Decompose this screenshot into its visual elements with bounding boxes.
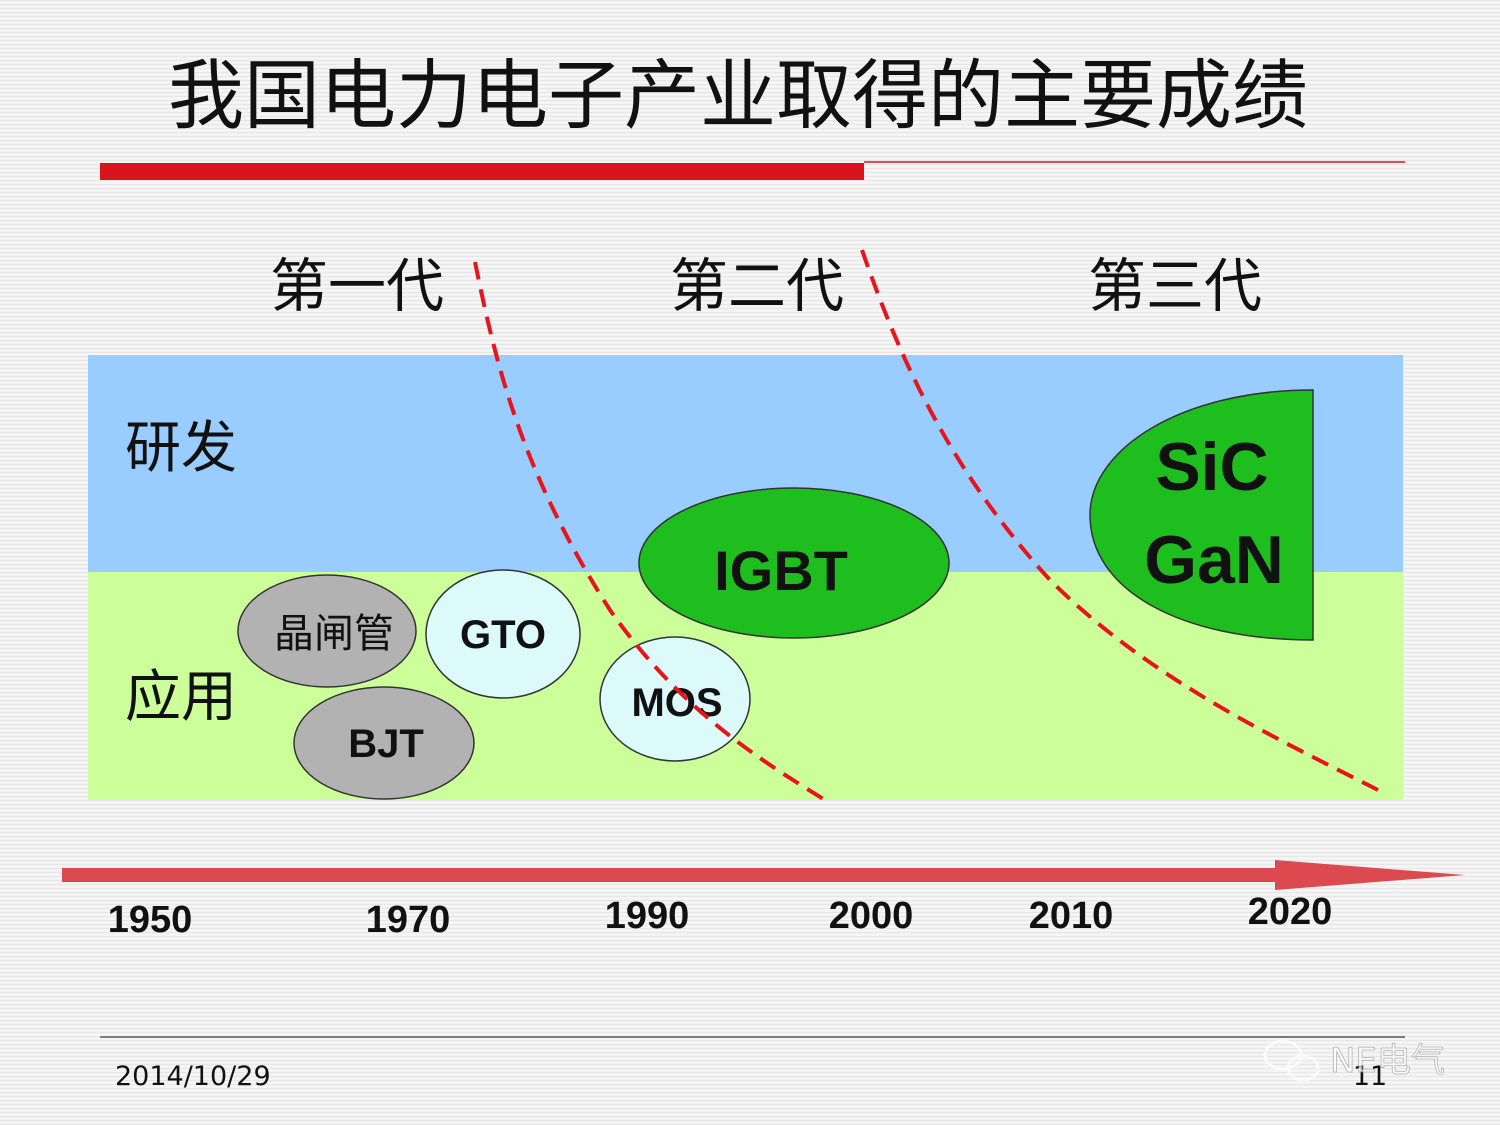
device-label: BJT xyxy=(348,722,424,766)
year-label: 1970 xyxy=(366,899,451,941)
device-label: SiC xyxy=(1155,429,1268,505)
device-shape xyxy=(293,686,475,800)
watermark: NE电气 xyxy=(1263,1039,1445,1082)
device-shape xyxy=(1089,389,1314,641)
row-label: 应用 xyxy=(125,665,237,730)
title: 我国电力电子产业取得的主要成绩 xyxy=(168,51,1308,140)
row-label: 研发 xyxy=(125,416,237,481)
device-label: IGBT xyxy=(714,539,848,602)
generation-label: 第一代 xyxy=(270,252,444,320)
device-shape xyxy=(638,487,950,639)
timeline-arrowhead xyxy=(1275,860,1465,890)
page-number: 11 xyxy=(1353,1061,1387,1092)
device-label: GaN xyxy=(1144,522,1284,598)
timeline-arrow xyxy=(62,868,1275,882)
device-label: 晶闸管 xyxy=(274,611,394,657)
device-shape xyxy=(425,569,581,699)
title-bar xyxy=(100,163,864,180)
year-label: 1950 xyxy=(108,899,193,941)
year-label: 2020 xyxy=(1248,891,1333,933)
year-label: 1990 xyxy=(605,895,690,937)
generation-divider xyxy=(473,261,827,802)
generation-label: 第三代 xyxy=(1088,252,1262,320)
watermark-text: NE电气 xyxy=(1330,1041,1445,1081)
footer-date: 2014/10/29 xyxy=(115,1061,271,1092)
generation-divider xyxy=(860,249,1379,792)
generation-label: 第二代 xyxy=(670,252,844,320)
watermark-icon xyxy=(1286,1054,1320,1082)
year-label: 2010 xyxy=(1029,895,1114,937)
device-shape xyxy=(599,636,751,762)
device-label: GTO xyxy=(460,613,546,657)
device-shape xyxy=(237,574,417,688)
year-label: 2000 xyxy=(829,895,914,937)
